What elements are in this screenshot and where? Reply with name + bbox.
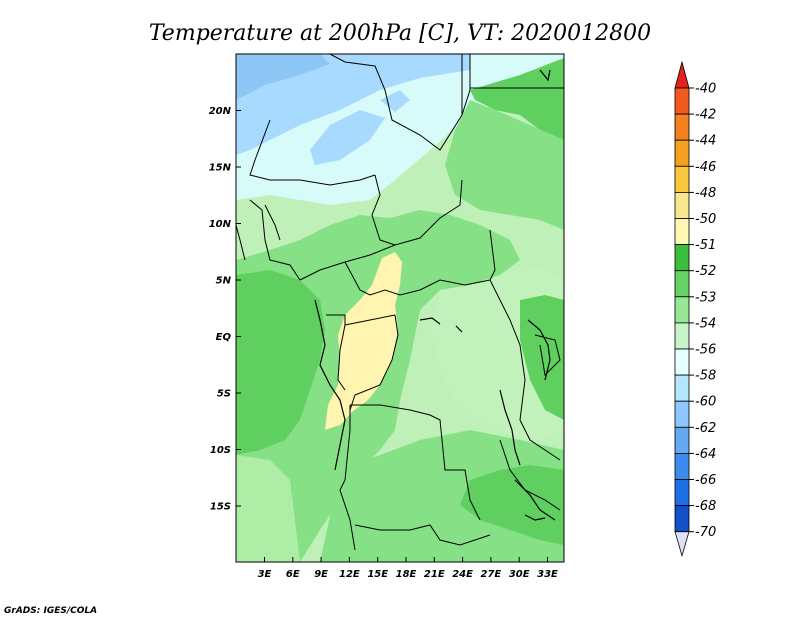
lat-tick-label: 15N — [209, 163, 232, 174]
colorbar-swatch — [674, 244, 690, 272]
map-title: Temperature at 200hPa [C], VT: 202001280… — [149, 21, 651, 46]
colorbar-swatch — [674, 191, 690, 219]
lat-tick-label: 5N — [216, 276, 232, 287]
colorbar-label: -50 — [695, 212, 716, 227]
region-north-blue2 — [236, 54, 330, 100]
region-southwest-pale — [236, 455, 300, 562]
region-southeast-dark — [460, 465, 564, 545]
colorbar-bottom-arrow — [674, 531, 690, 558]
lon-tick-label: 18E — [396, 569, 417, 580]
colorbar-label: -62 — [695, 421, 716, 436]
colorbar-label: -56 — [695, 343, 716, 358]
lon-tick-label: 12E — [339, 569, 360, 580]
region-west-dark — [236, 270, 325, 455]
colorbar-swatch — [674, 113, 690, 141]
colorbar-label: -54 — [695, 316, 716, 331]
colorbar-label: -68 — [695, 499, 716, 514]
lon-tick-label: 21E — [424, 569, 445, 580]
colorbar-swatch — [674, 505, 690, 533]
colorbar-label: -64 — [695, 447, 716, 462]
colorbar-top-arrow — [674, 60, 690, 89]
colorbar-swatch — [674, 165, 690, 193]
colorbar-swatch — [674, 452, 690, 480]
country-borders — [236, 54, 564, 551]
region-northeast-mid — [445, 100, 564, 230]
colorbar-label: -53 — [695, 290, 716, 305]
lat-tick-label: 10S — [210, 445, 231, 456]
lon-tick-label: 6E — [286, 569, 300, 580]
patch-blue-b — [380, 90, 410, 112]
colorbar-swatch — [674, 87, 690, 115]
lat-tick-label: 5S — [217, 389, 231, 400]
latitude-ticks: 20N 15N 10N 5N EQ 5S 10S 15S — [209, 106, 241, 513]
credit-text: GrADS: IGES/COLA — [4, 606, 97, 616]
coastlines — [314, 69, 556, 521]
colorbar-swatch — [674, 348, 690, 376]
colorbar-swatch — [674, 400, 690, 428]
lat-tick-label: 15S — [210, 502, 231, 513]
region-north-blue — [236, 54, 470, 155]
lon-tick-label: 15E — [367, 569, 388, 580]
colorbar-swatch — [674, 479, 690, 507]
longitude-ticks: 3E 6E 9E 12E 15E 18E 21E 24E 27E 30E 33E — [258, 557, 558, 580]
colorbar-label: -40 — [695, 82, 716, 97]
colorbar-label: -48 — [695, 186, 716, 201]
colorbar-swatch — [674, 139, 690, 167]
map-area — [236, 54, 564, 562]
region-northeast-green — [470, 58, 564, 140]
colorbar-swatch — [674, 426, 690, 454]
colorbar-swatch — [674, 322, 690, 350]
colorbar-label: -44 — [695, 134, 716, 149]
colorbar-label: -51 — [695, 238, 716, 253]
colorbar-swatch — [674, 218, 690, 246]
colorbar-swatch — [674, 296, 690, 324]
colorbar-label: -60 — [695, 395, 716, 410]
lat-tick-label: EQ — [216, 332, 232, 343]
region-congo-warm — [325, 252, 402, 430]
lon-tick-label: 3E — [258, 569, 272, 580]
colorbar-swatch — [674, 270, 690, 298]
colorbar-label: -70 — [695, 525, 716, 540]
region-south-green — [320, 430, 564, 562]
lon-tick-label: 30E — [509, 569, 530, 580]
colorbar-label: -66 — [695, 473, 716, 488]
colorbar-label: -52 — [695, 264, 716, 279]
colorbar-label: -46 — [695, 160, 716, 175]
patch-blue-a — [310, 110, 385, 165]
lat-tick-label: 10N — [209, 219, 232, 230]
colorbar-swatch — [674, 374, 690, 402]
colorbar: -40 -42 -44 -46 -48 -50 -51 -52 -53 -54 -56 -58 -60 -… — [674, 60, 716, 558]
map-frame — [235, 53, 565, 563]
lon-tick-label: 9E — [314, 569, 328, 580]
lat-tick-label: 20N — [209, 106, 232, 117]
lon-tick-label: 33E — [537, 569, 558, 580]
colorbar-label: -42 — [695, 108, 716, 123]
lon-tick-label: 27E — [481, 569, 502, 580]
lon-tick-label: 24E — [452, 569, 473, 580]
colorbar-label: -58 — [695, 369, 716, 384]
